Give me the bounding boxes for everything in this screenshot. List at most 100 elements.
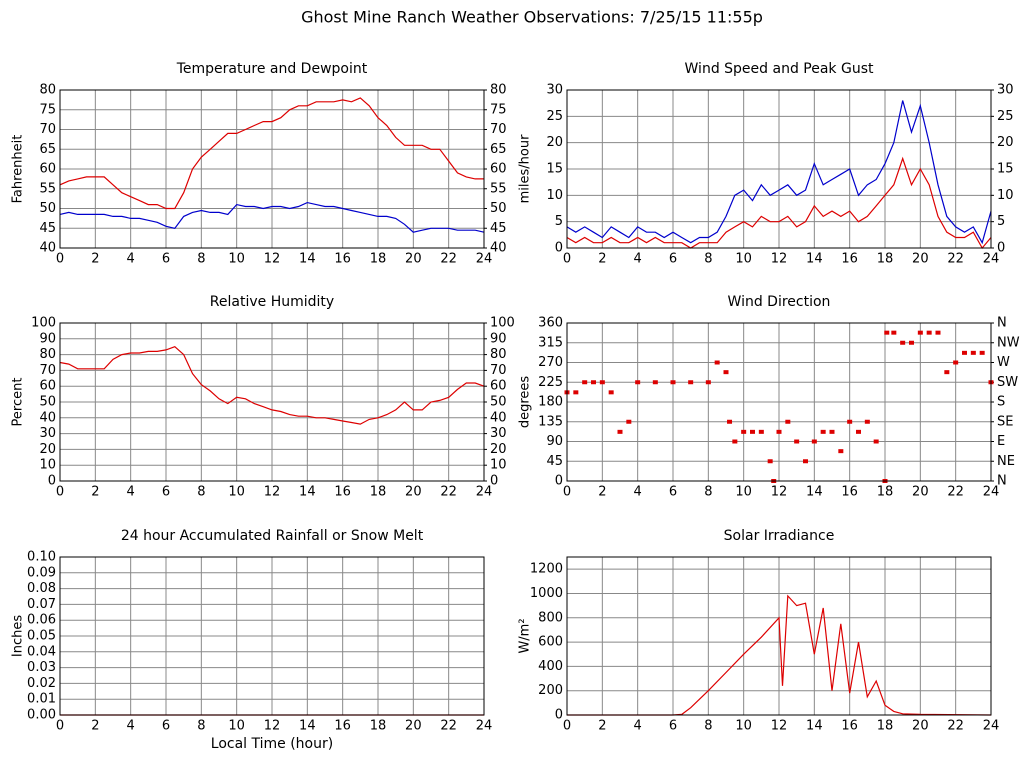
- y-tick-label: 5: [555, 214, 563, 229]
- data-point: [884, 330, 890, 335]
- data-point: [847, 419, 853, 424]
- data-line: [59, 97, 484, 210]
- data-point: [962, 350, 967, 355]
- data-point: [723, 370, 729, 375]
- y-tick-label: 10: [546, 188, 563, 203]
- x-tick-label: 16: [841, 719, 858, 734]
- x-tick-label: 16: [841, 252, 858, 267]
- y2-tick-label: SE: [997, 414, 1013, 429]
- data-line: [59, 201, 485, 233]
- y-tick-label: 100: [31, 316, 56, 331]
- x-tick-label: 0: [563, 252, 571, 267]
- y-tick-label: 80: [39, 347, 56, 362]
- data-point: [741, 429, 747, 434]
- x-tick-label: 0: [56, 719, 64, 734]
- y-tick-label: 0.07: [27, 597, 56, 612]
- y-tick-label: 0.10: [27, 550, 56, 565]
- y2-tick-label: 70: [490, 122, 507, 137]
- x-tick-label: 12: [771, 485, 788, 500]
- data-point: [785, 419, 791, 424]
- x-tick-label: 0: [56, 485, 64, 500]
- x-tick-label: 24: [983, 252, 1000, 267]
- data-point: [900, 340, 906, 345]
- y-tick-label: 225: [538, 375, 563, 390]
- x-tick-label: 12: [771, 719, 788, 734]
- y2-tick-label: 0: [997, 241, 1005, 256]
- x-tick-label: 2: [598, 485, 606, 500]
- x-tick-label: 16: [334, 252, 351, 267]
- plot-border: [566, 89, 992, 249]
- x-tick-label: 20: [912, 252, 929, 267]
- y2-tick-label: 70: [490, 363, 507, 378]
- x-tick-label: 14: [806, 719, 823, 734]
- chart-title: Wind Speed and Peak Gust: [685, 61, 874, 77]
- y-tick-label: 315: [538, 335, 563, 350]
- data-point: [767, 459, 773, 464]
- y-tick-label: 30: [39, 426, 56, 441]
- y2-tick-label: 90: [490, 331, 507, 346]
- x-tick-label: 18: [370, 485, 387, 500]
- x-tick-label: 2: [91, 719, 99, 734]
- y-tick-label: 45: [546, 454, 563, 469]
- y2-tick-label: 40: [490, 410, 507, 425]
- x-tick-label: 20: [912, 485, 929, 500]
- y2-tick-label: 25: [997, 109, 1014, 124]
- data-point: [944, 370, 950, 375]
- y-tick-label: 70: [39, 363, 56, 378]
- x-tick-label: 20: [912, 719, 929, 734]
- y-tick-label: 270: [538, 355, 563, 370]
- x-tick-label: 16: [334, 485, 351, 500]
- x-tick-label: 20: [405, 485, 422, 500]
- y2-tick-label: 15: [997, 162, 1014, 177]
- x-tick-label: 20: [405, 252, 422, 267]
- x-tick-label: 2: [91, 485, 99, 500]
- data-point: [926, 330, 932, 335]
- x-tick-label: 12: [264, 719, 281, 734]
- y2-tick-label: 10: [997, 188, 1014, 203]
- data-point: [979, 350, 985, 355]
- x-tick-label: 2: [91, 252, 99, 267]
- y-tick-label: 60: [39, 379, 56, 394]
- x-tick-label: 12: [771, 252, 788, 267]
- chart-title: Wind Direction: [728, 294, 831, 310]
- y-tick-label: 55: [39, 181, 56, 196]
- x-tick-label: 2: [598, 252, 606, 267]
- y-tick-label: 135: [538, 414, 563, 429]
- x-tick-label: 22: [947, 485, 964, 500]
- x-tick-label: 10: [735, 485, 752, 500]
- x-tick-label: 6: [669, 719, 677, 734]
- data-point: [856, 429, 861, 434]
- y-tick-label: 180: [538, 395, 563, 410]
- x-tick-label: 0: [56, 252, 64, 267]
- data-point: [820, 429, 826, 434]
- data-point: [688, 380, 694, 385]
- plot-border: [59, 322, 485, 482]
- data-point: [727, 419, 733, 424]
- y2-tick-label: 20: [997, 135, 1014, 150]
- y2-tick-label: 50: [490, 395, 507, 410]
- data-point: [705, 380, 711, 385]
- y-tick-label: 25: [546, 109, 563, 124]
- x-tick-label: 6: [162, 719, 170, 734]
- data-point: [794, 439, 800, 444]
- x-tick-label: 14: [299, 485, 316, 500]
- x-tick-label: 4: [634, 485, 642, 500]
- x-tick-label: 16: [334, 719, 351, 734]
- data-point: [608, 390, 614, 395]
- x-tick-label: 8: [197, 252, 205, 267]
- x-tick-label: 16: [841, 485, 858, 500]
- y2-tick-label: SW: [997, 375, 1018, 390]
- y-tick-label: 0.08: [27, 581, 56, 596]
- x-tick-label: 4: [127, 719, 135, 734]
- y-axis-label: degrees: [518, 376, 533, 429]
- data-point: [750, 429, 755, 434]
- x-tick-label: 8: [704, 252, 712, 267]
- x-axis-label: Local Time (hour): [211, 736, 333, 752]
- data-point: [714, 360, 720, 365]
- x-tick-label: 24: [476, 719, 493, 734]
- y-tick-label: 600: [538, 635, 563, 650]
- y2-tick-label: 45: [490, 221, 507, 236]
- chart-title: Solar Irradiance: [724, 528, 835, 544]
- y2-tick-label: 80: [490, 83, 507, 98]
